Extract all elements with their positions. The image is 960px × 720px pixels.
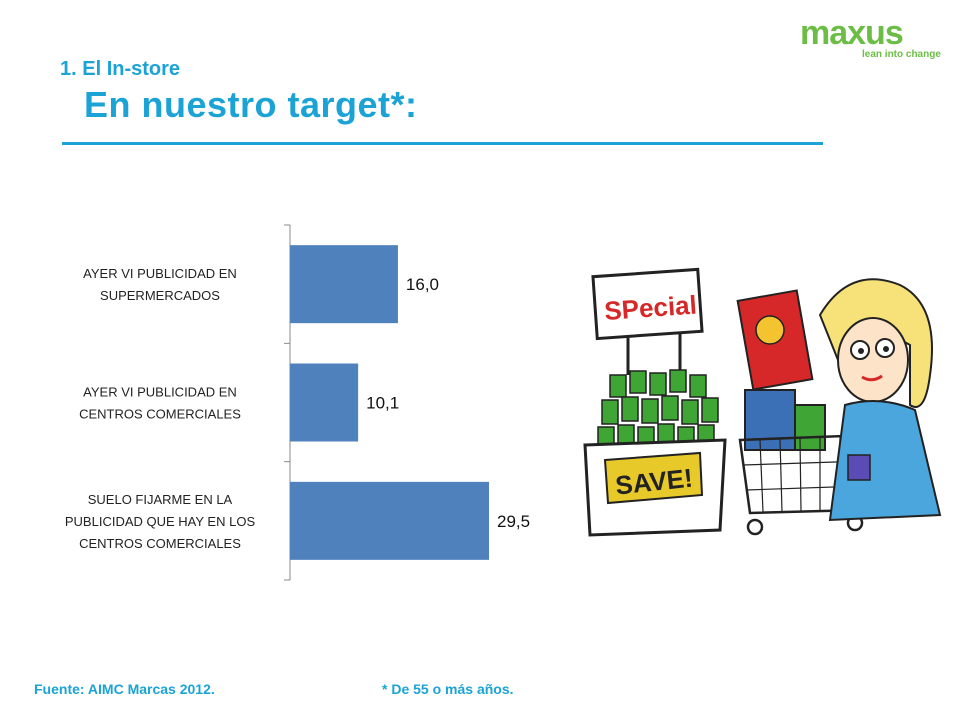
section-heading: 1. El In-store <box>60 58 181 80</box>
category-label: SUELO FIJARME EN LA <box>88 492 233 507</box>
bar <box>290 481 489 560</box>
source-note: Fuente: AIMC Marcas 2012. <box>34 681 215 697</box>
shopping-illustration: SPecial SAVE! <box>583 267 942 537</box>
page-title: En nuestro target*: <box>84 84 418 125</box>
category-label: AYER VI PUBLICIDAD EN <box>83 385 237 400</box>
category-label: AYER VI PUBLICIDAD EN <box>83 266 237 281</box>
value-label: 16,0 <box>406 275 439 294</box>
value-label: 10,1 <box>366 394 399 413</box>
category-label: PUBLICIDAD QUE HAY EN LOS <box>65 514 256 529</box>
category-label: CENTROS COMERCIALES <box>79 536 241 551</box>
category-label: CENTROS COMERCIALES <box>79 407 241 422</box>
sign-text: SPecial <box>603 290 697 326</box>
bar <box>290 363 359 442</box>
bar <box>290 245 398 324</box>
value-label: 29,5 <box>497 512 530 531</box>
category-label: SUPERMERCADOS <box>100 288 220 303</box>
logo-wordmark: maxus <box>800 14 904 52</box>
logo-tagline: lean into change <box>862 49 941 60</box>
brand-logo: maxus lean into change <box>800 14 941 64</box>
title-underline <box>62 142 823 145</box>
target-footnote: * De 55 o más años. <box>382 681 514 697</box>
